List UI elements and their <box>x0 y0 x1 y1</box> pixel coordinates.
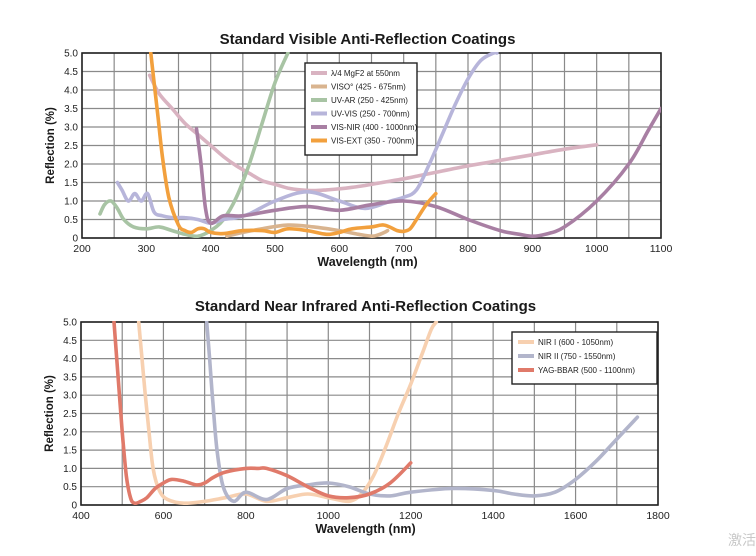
plot-frame <box>80 321 659 506</box>
x-tick-label: 800 <box>237 510 255 522</box>
x-tick-label: 1600 <box>564 510 588 522</box>
y-tick-label: 4.5 <box>64 67 78 78</box>
series-line-6 <box>149 52 438 237</box>
y-axis-label: Reflection (%) <box>44 375 56 452</box>
y-tick-label: 2.5 <box>63 409 77 420</box>
y-tick-label: 4.5 <box>63 336 77 347</box>
x-tick-label: 1000 <box>585 243 609 255</box>
y-tick-label: 3.0 <box>63 391 77 402</box>
series-line-1 <box>147 73 599 193</box>
y-tick-label: 4.0 <box>64 86 78 97</box>
legend-entry: UV-AR (250 - 425nm) <box>331 96 408 105</box>
x-tick-label: 500 <box>266 243 284 255</box>
chart-1: 0 0.5 1.0 1.5 2.0 2.5 3.0 3.5 4.0 4.5 5.0 200 300 400… <box>45 31 672 269</box>
chart-2: 0 0.5 1.0 1.5 2.0 2.5 3.0 3.5 4.0 4.5 5.0 400 600 800… <box>44 298 670 536</box>
y-tick-label: 0.5 <box>64 215 78 226</box>
y-tick-label: 1.0 <box>63 464 77 475</box>
series-line-1 <box>136 321 439 505</box>
y-tick-label: 2.5 <box>64 141 78 152</box>
series-group <box>98 52 661 238</box>
x-axis-label: Wavelength (nm) <box>317 255 417 269</box>
legend-entry: VIS-EXT (350 - 700nm) <box>331 137 415 146</box>
x-tick-label: 800 <box>459 243 477 255</box>
legend-entry: UV-VIS (250 - 700nm) <box>331 110 410 119</box>
legend-entry: NIR II (750 - 1550nm) <box>538 352 616 361</box>
x-tick-label: 200 <box>73 243 91 255</box>
x-axis-label: Wavelength (nm) <box>315 522 415 536</box>
y-tick-label: 0 <box>72 234 78 245</box>
x-tick-label: 1400 <box>481 510 505 522</box>
y-axis-label: Reflection (%) <box>45 107 57 184</box>
y-tick-label: 1.5 <box>64 178 78 189</box>
y-tick-label: 4.0 <box>63 354 77 365</box>
x-tick-label: 300 <box>138 243 156 255</box>
legend-entry: NIR I (600 - 1050nm) <box>538 338 613 347</box>
x-tick-label: 1800 <box>646 510 670 522</box>
x-tick-label: 700 <box>395 243 413 255</box>
legend-entry: VIS-NIR (400 - 1000nm) <box>331 123 418 132</box>
y-tick-label: 2.0 <box>64 160 78 171</box>
x-tick-label: 600 <box>155 510 173 522</box>
x-tick-label: 1200 <box>399 510 423 522</box>
x-tick-label: 1000 <box>317 510 341 522</box>
x-tick-label: 1100 <box>650 243 673 255</box>
x-tick-label: 400 <box>72 510 90 522</box>
y-tick-label: 0.5 <box>63 482 77 493</box>
legend-box <box>511 331 658 385</box>
y-tick-label: 1.5 <box>63 446 77 457</box>
y-tick-label: 3.0 <box>64 123 78 134</box>
y-tick-label: 3.5 <box>63 372 77 383</box>
legend-entry: λ/4 MgF2 at 550nm <box>331 69 400 78</box>
series-line-5 <box>194 106 661 238</box>
legend: NIR I (600 - 1050nm) NIR II (750 - 1550nm… <box>511 331 658 385</box>
series-line-2 <box>204 321 640 504</box>
legend: λ/4 MgF2 at 550nm VISO° (425 - 675nm) UV-A… <box>304 62 418 156</box>
legend-entry: VISO° (425 - 675nm) <box>331 83 406 92</box>
chart-title: Standard Near Infrared Anti-Reflection C… <box>195 298 536 315</box>
y-tick-label: 0 <box>71 501 77 512</box>
series-line-3 <box>98 52 290 238</box>
y-tick-label: 5.0 <box>63 318 77 329</box>
y-tick-label: 3.5 <box>64 104 78 115</box>
watermark-text: 激活 <box>728 533 756 549</box>
series-group <box>112 321 640 505</box>
legend-box <box>304 62 418 156</box>
x-tick-label: 600 <box>331 243 349 255</box>
y-tick-label: 2.0 <box>63 427 77 438</box>
x-tick-label: 400 <box>202 243 220 255</box>
x-tick-label: 900 <box>524 243 542 255</box>
chart-title: Standard Visible Anti-Reflection Coating… <box>220 31 516 48</box>
legend-entry: YAG-BBAR (500 - 1100nm) <box>538 366 635 375</box>
series-line-3 <box>112 321 413 505</box>
y-tick-label: 5.0 <box>64 49 78 60</box>
y-tick-label: 1.0 <box>64 197 78 208</box>
